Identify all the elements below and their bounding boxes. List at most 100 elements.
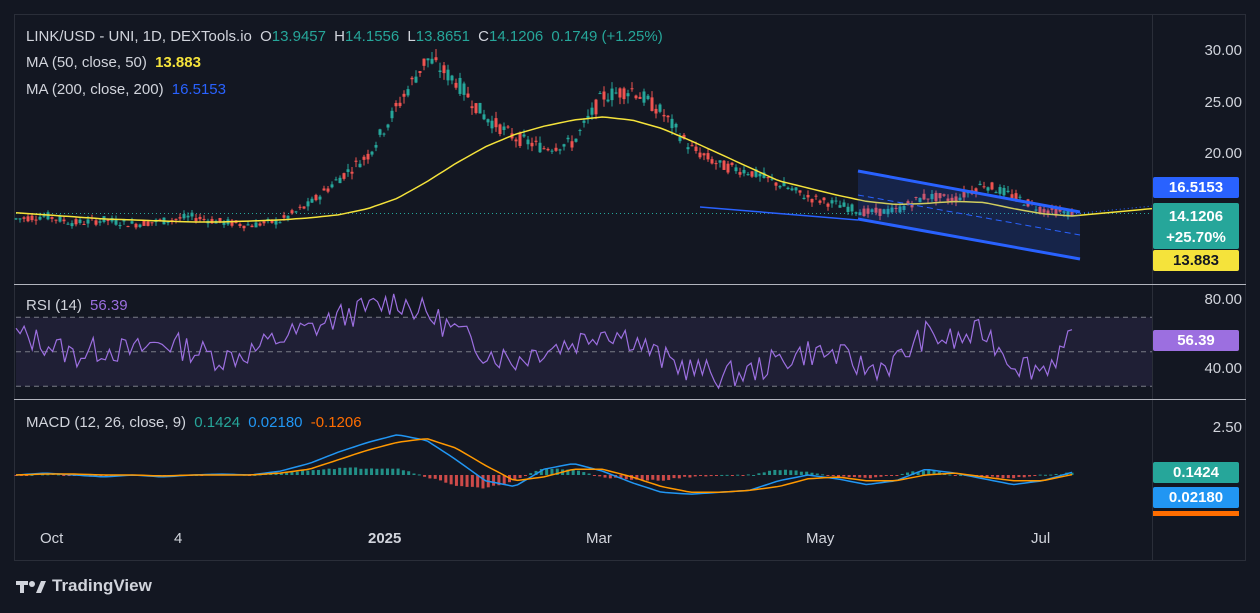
hist-badge bbox=[1153, 511, 1239, 516]
rsi-tick: 40.00 bbox=[1204, 360, 1242, 377]
macd-hist-bar bbox=[279, 473, 283, 475]
candle-body bbox=[666, 115, 670, 118]
macd-hist-bar bbox=[916, 471, 920, 475]
macd-hist-bar bbox=[879, 475, 883, 477]
candle-body bbox=[630, 88, 634, 90]
candle-body bbox=[38, 216, 42, 220]
macd-hist-bar bbox=[852, 475, 856, 478]
candle-body bbox=[242, 225, 246, 229]
macd-hist-bar bbox=[651, 475, 655, 480]
candle-body bbox=[1014, 193, 1018, 200]
macd-pane-separator[interactable] bbox=[14, 399, 1246, 400]
candle-body bbox=[298, 206, 302, 208]
brand-logo[interactable]: TradingView bbox=[16, 576, 152, 596]
time-label: 2025 bbox=[368, 530, 402, 547]
macd-hist-bar bbox=[757, 473, 761, 475]
candle-body bbox=[858, 212, 862, 216]
candle-body bbox=[662, 114, 666, 117]
candle-body bbox=[734, 167, 738, 172]
macd-hist-bar bbox=[810, 472, 814, 475]
candle-body bbox=[198, 216, 202, 220]
signal-badge: 0.02180 bbox=[1153, 487, 1239, 508]
candle-body bbox=[1002, 187, 1006, 196]
candle-body bbox=[514, 139, 518, 142]
candle-body bbox=[362, 156, 366, 160]
macd-hist-bar bbox=[332, 469, 336, 475]
symbol-title[interactable]: LINK/USD - UNI, 1D, DEXTools.io bbox=[26, 28, 252, 45]
macd-hist-bar bbox=[41, 474, 45, 476]
macd-hist-bar bbox=[736, 474, 740, 476]
candle-body bbox=[1066, 210, 1070, 217]
candle-body bbox=[1058, 209, 1062, 212]
signal-line bbox=[15, 438, 1073, 494]
macd-tick: 2.50 bbox=[1212, 419, 1242, 436]
ma200-price-badge: 16.5153 bbox=[1153, 177, 1239, 198]
candle-body bbox=[406, 89, 410, 96]
macd-hist-bar bbox=[539, 469, 543, 475]
macd-hist-value: -0.1206 bbox=[310, 414, 362, 431]
macd-hist-bar bbox=[948, 474, 952, 476]
candle-body bbox=[974, 188, 978, 194]
candle-body bbox=[682, 134, 686, 139]
candle-body bbox=[278, 222, 282, 224]
macd-hist-bar bbox=[338, 467, 342, 475]
candle-body bbox=[918, 197, 922, 203]
macd-hist-bar bbox=[905, 472, 909, 475]
candle-body bbox=[814, 195, 818, 197]
ma200-legend[interactable]: MA (200, close, 200) 16.5153 bbox=[26, 81, 230, 98]
candle-body bbox=[606, 99, 610, 102]
macd-badge: 0.1424 bbox=[1153, 462, 1239, 483]
candle-body bbox=[1054, 208, 1058, 216]
macd-hist-bar bbox=[656, 475, 660, 481]
candle-body bbox=[254, 222, 258, 228]
candle-body bbox=[74, 219, 78, 225]
macd-label: MACD (12, 26, close, 9) bbox=[26, 414, 187, 431]
candle-body bbox=[1046, 210, 1050, 214]
candle-body bbox=[686, 147, 690, 150]
ma200-label: MA (200, close, 200) bbox=[26, 81, 164, 98]
candle-body bbox=[726, 163, 730, 173]
macd-hist-bar bbox=[592, 475, 596, 476]
macd-hist-bar bbox=[667, 475, 671, 481]
candle-body bbox=[122, 219, 126, 222]
ma50-legend[interactable]: MA (50, close, 50) 13.883 bbox=[26, 54, 205, 71]
candle-body bbox=[498, 124, 502, 134]
candle-body bbox=[466, 93, 470, 98]
last-price: 14.1206 bbox=[1168, 208, 1224, 225]
candle-body bbox=[430, 58, 434, 64]
candle-body bbox=[1010, 194, 1014, 199]
channel-mid-line bbox=[857, 194, 1081, 236]
candle-body bbox=[758, 173, 762, 177]
macd-hist-bar bbox=[375, 468, 379, 475]
candle-body bbox=[54, 219, 58, 221]
candle-body bbox=[18, 218, 22, 220]
rsi-pane-separator[interactable] bbox=[14, 284, 1246, 285]
rsi-line bbox=[15, 293, 1073, 390]
candle-body bbox=[346, 169, 350, 172]
macd-hist-bar bbox=[693, 475, 697, 477]
macd-hist-bar bbox=[624, 475, 628, 480]
macd-signal-value: 0.02180 bbox=[248, 414, 303, 431]
candle-body bbox=[26, 216, 30, 222]
candle-body bbox=[754, 169, 758, 177]
candle-body bbox=[526, 139, 530, 145]
macd-hist-bar bbox=[62, 475, 66, 476]
candle-body bbox=[882, 209, 886, 214]
candle-body bbox=[478, 102, 482, 114]
candle-body bbox=[978, 183, 982, 186]
candle-body bbox=[938, 193, 942, 199]
open-value: 13.9457 bbox=[271, 28, 326, 45]
candle-body bbox=[670, 118, 674, 129]
candle-body bbox=[310, 198, 314, 203]
candle-body bbox=[870, 209, 874, 213]
macd-hist-bar bbox=[672, 475, 676, 479]
macd-hist-bar bbox=[794, 470, 798, 475]
candle-body bbox=[118, 225, 122, 227]
candle-body bbox=[522, 134, 526, 137]
macd-legend[interactable]: MACD (12, 26, close, 9) 0.1424 0.02180 -… bbox=[26, 414, 366, 431]
candle-body bbox=[166, 221, 170, 223]
macd-hist-bar bbox=[661, 475, 665, 481]
macd-hist-bar bbox=[1033, 475, 1037, 476]
rsi-legend[interactable]: RSI (14) 56.39 bbox=[26, 297, 132, 314]
